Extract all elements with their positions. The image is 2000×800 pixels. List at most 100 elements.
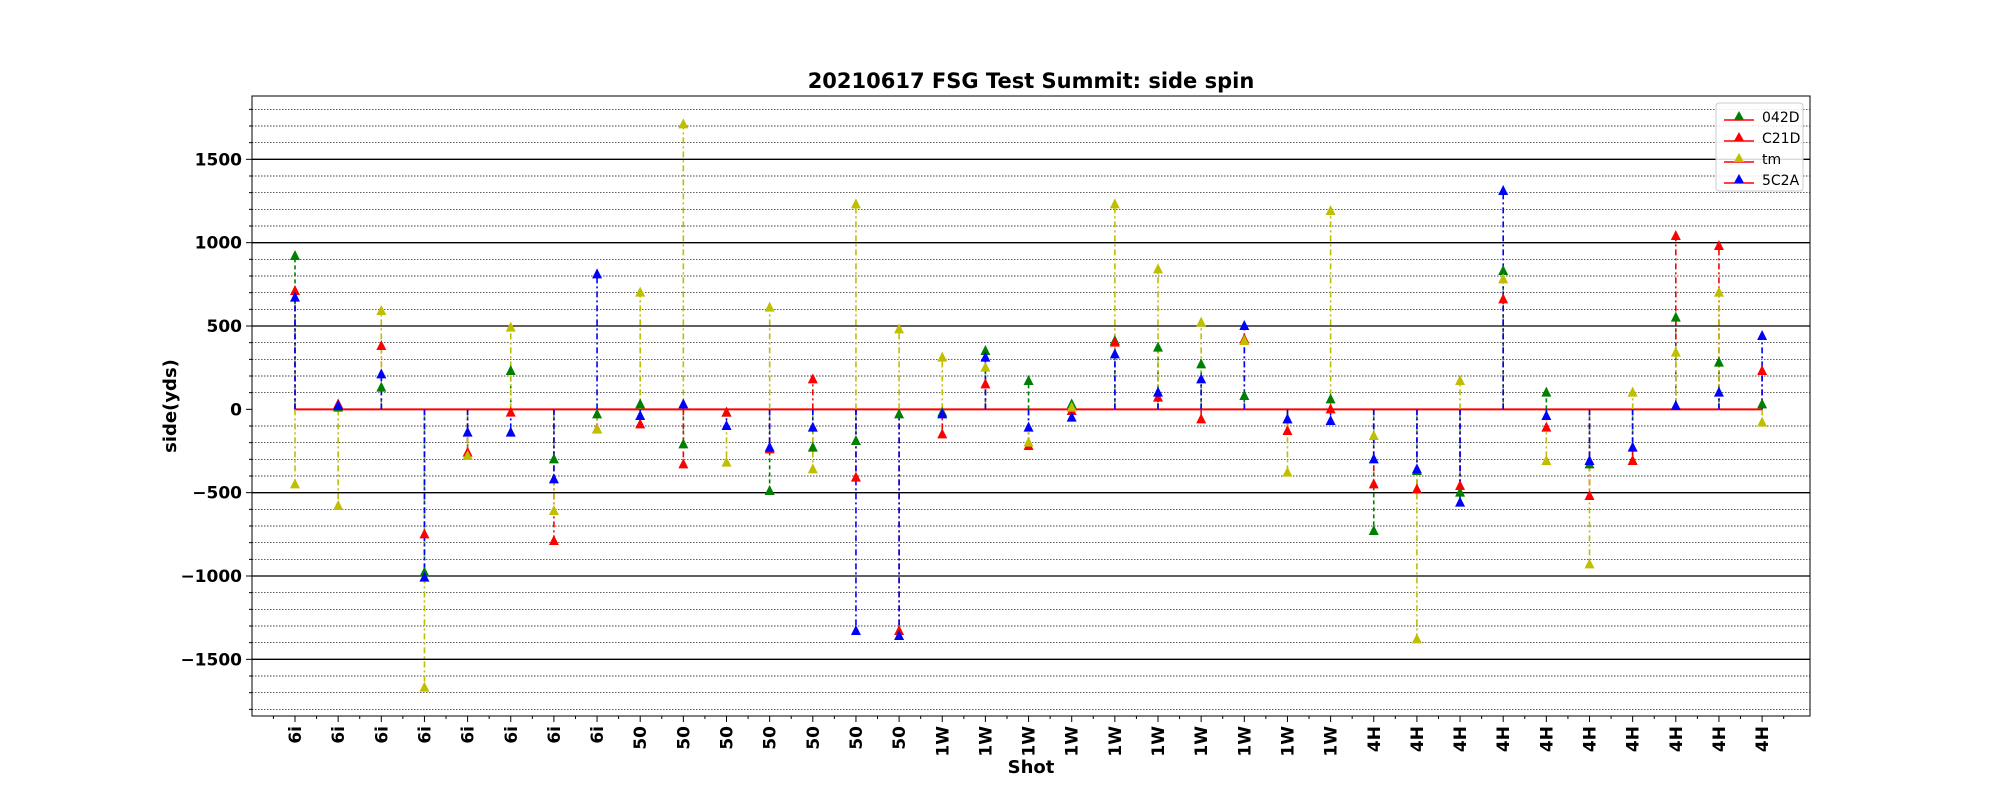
marker-5C2A xyxy=(1368,453,1379,464)
marker-tm xyxy=(1325,205,1336,215)
marker-C21D xyxy=(1584,490,1595,500)
marker-C21D xyxy=(1368,478,1379,489)
y-tick-label: 0 xyxy=(230,400,242,420)
marker-042D xyxy=(1239,390,1250,400)
marker-5C2A xyxy=(1109,348,1120,359)
legend-box xyxy=(1715,102,1804,192)
marker-C21D xyxy=(1757,365,1768,375)
marker-5C2A xyxy=(1239,320,1250,330)
marker-5C2A xyxy=(592,268,603,279)
marker-C21D xyxy=(635,418,646,429)
marker-5C2A xyxy=(290,291,300,302)
marker-5C2A xyxy=(1757,330,1768,340)
marker-C21D xyxy=(1109,336,1120,347)
marker-5C2A xyxy=(376,368,387,379)
x-tick-label: 50 xyxy=(718,726,738,750)
x-tick-label: 1W xyxy=(1278,726,1298,757)
marker-042D xyxy=(850,435,861,445)
marker-5C2A xyxy=(894,630,905,640)
marker-5C2A xyxy=(764,441,775,452)
legend-label-tm: tm xyxy=(1762,152,1781,168)
x-tick-label: 4H xyxy=(1451,726,1471,752)
marker-042D xyxy=(764,485,775,495)
marker-tm xyxy=(592,423,603,434)
y-axis-ticks: −1500 −1000 −500 0 500 1000 1500 xyxy=(180,108,252,710)
marker-tm xyxy=(764,301,775,312)
x-tick-label: 50 xyxy=(761,726,781,750)
marker-C21D xyxy=(548,535,559,545)
marker-tm xyxy=(894,323,905,334)
marker-tm xyxy=(807,463,818,474)
marker-042D xyxy=(1541,386,1552,397)
legend-label-C21D: C21D xyxy=(1762,131,1800,147)
marker-C21D xyxy=(1282,425,1293,435)
marker-5C2A xyxy=(721,420,732,430)
marker-tm xyxy=(980,361,991,372)
x-tick-label: 4H xyxy=(1624,726,1644,752)
marker-5C2A xyxy=(333,400,344,410)
marker-tm xyxy=(376,305,387,315)
stem-lines xyxy=(294,124,1763,688)
marker-5C2A xyxy=(635,410,646,420)
marker-042D xyxy=(1023,375,1034,385)
marker-042D xyxy=(894,408,905,419)
marker-5C2A xyxy=(548,473,559,484)
x-tick-label: 4H xyxy=(1537,726,1557,752)
marker-tm xyxy=(1713,286,1724,297)
x-tick-label: 6i xyxy=(372,726,392,744)
x-tick-label: 1W xyxy=(1149,726,1169,757)
marker-tm xyxy=(462,450,473,460)
x-tick-label: 1W xyxy=(1020,726,1040,757)
x-tick-label: 1W xyxy=(1106,726,1126,757)
y-tick-label: 1500 xyxy=(195,150,242,170)
marker-tm xyxy=(678,118,689,129)
marker-042D xyxy=(1325,393,1336,404)
marker-tm xyxy=(635,286,646,297)
legend-marker-5C2A xyxy=(1734,174,1744,183)
marker-tm xyxy=(1023,436,1034,447)
marker-tm xyxy=(1239,335,1250,345)
marker-042D xyxy=(980,345,991,355)
x-tick-label: 4H xyxy=(1581,726,1601,752)
marker-5C2A xyxy=(1325,415,1336,425)
x-axis-title: Shot xyxy=(1008,757,1055,778)
marker-tm xyxy=(290,478,300,489)
chart-title: 20210617 FSG Test Summit: side spin xyxy=(808,69,1255,93)
y-tick-label: 500 xyxy=(207,317,243,337)
marker-C21D xyxy=(850,471,861,482)
marker-C21D xyxy=(980,378,991,389)
x-tick-label: 1W xyxy=(1235,726,1255,757)
marker-042D xyxy=(592,408,603,419)
marker-C21D xyxy=(376,340,387,350)
x-tick-label: 4H xyxy=(1710,726,1730,752)
marker-5C2A xyxy=(1282,413,1293,424)
marker-C21D xyxy=(1670,230,1681,240)
marker-C21D xyxy=(1627,455,1638,465)
marker-C21D xyxy=(419,528,430,539)
marker-5C2A xyxy=(980,351,991,362)
marker-tm xyxy=(1757,416,1768,427)
legend-label-5C2A: 5C2A xyxy=(1762,173,1800,189)
marker-042D xyxy=(1757,398,1768,409)
x-tick-label: 50 xyxy=(631,726,651,750)
marker-tm xyxy=(1411,633,1422,644)
y-tick-label: −1000 xyxy=(180,567,242,587)
marker-C21D xyxy=(937,428,948,439)
marker-042D xyxy=(635,398,646,409)
marker-tm xyxy=(419,681,430,692)
marker-5C2A xyxy=(1670,400,1681,410)
marker-tm xyxy=(333,500,344,510)
marker-tm xyxy=(1282,466,1293,477)
marker-5C2A xyxy=(1196,373,1207,384)
marker-5C2A xyxy=(1541,410,1552,420)
marker-042D xyxy=(1713,356,1724,367)
marker-5C2A xyxy=(1455,496,1466,507)
x-tick-label: 1W xyxy=(933,726,953,757)
legend: 042D C21D tm 5C2A xyxy=(1715,102,1804,192)
x-tick-label: 1W xyxy=(1063,726,1083,757)
marker-C21D xyxy=(807,373,818,384)
marker-5C2A xyxy=(1023,421,1034,432)
marker-5C2A xyxy=(1498,185,1509,195)
x-tick-label: 6i xyxy=(459,726,479,744)
marker-tm xyxy=(1498,273,1509,284)
